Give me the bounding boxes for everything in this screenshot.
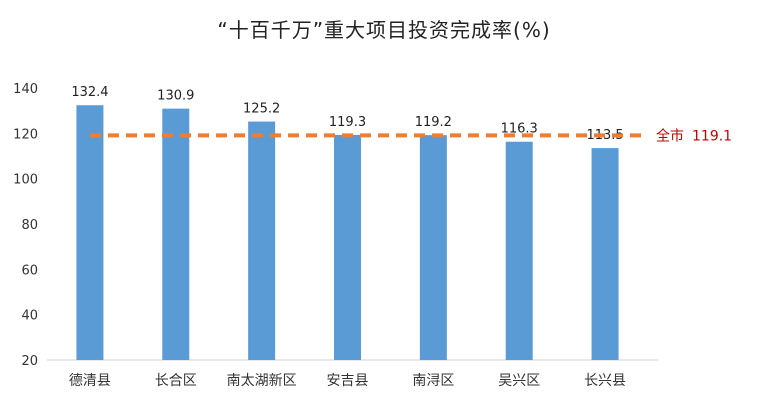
data-label: 132.4 [71,85,108,100]
y-tick-label: 40 [21,309,38,324]
reference-line-value: 119.1 [692,128,732,144]
data-label: 130.9 [157,89,194,104]
data-label: 119.2 [415,115,452,130]
bar [334,134,361,360]
bar [248,121,276,361]
bar [419,135,447,360]
y-axis: 20 40 60 80 100 120 140 [13,82,38,369]
x-category-label: 南浔区 [412,373,454,389]
bars [76,105,619,361]
y-tick-label: 120 [13,127,38,142]
y-tick-label: 20 [21,354,38,369]
data-label: 125.2 [243,102,280,117]
x-category-label: 长合区 [155,373,197,389]
bar [591,148,619,360]
reference-line-label: 全市 [656,127,684,144]
x-axis: 德清县 长合区 南太湖新区 安吉县 南浔区 吴兴区 长兴县 [47,359,658,389]
chart-title: “十百千万”重大项目投资完成率(%) [217,18,551,42]
bar [162,108,190,360]
x-category-label: 长兴县 [584,373,626,389]
y-tick-label: 100 [13,173,38,188]
x-category-label: 南太湖新区 [227,373,297,389]
data-label: 116.3 [501,122,538,137]
reference-line-group: 全市 119.1 [90,127,732,144]
y-tick-label: 80 [21,218,38,233]
y-tick-label: 140 [13,82,38,97]
x-category-label: 安吉县 [327,373,369,389]
x-category-label: 德清县 [69,373,111,389]
bar [76,105,104,360]
y-tick-label: 60 [21,263,38,278]
x-category-label: 吴兴区 [498,373,540,389]
data-label: 119.3 [329,115,366,130]
bar [505,141,533,360]
data-labels: 132.4 130.9 125.2 119.3 119.2 116.3 113.5 [71,85,623,143]
data-label: 113.5 [586,128,623,143]
